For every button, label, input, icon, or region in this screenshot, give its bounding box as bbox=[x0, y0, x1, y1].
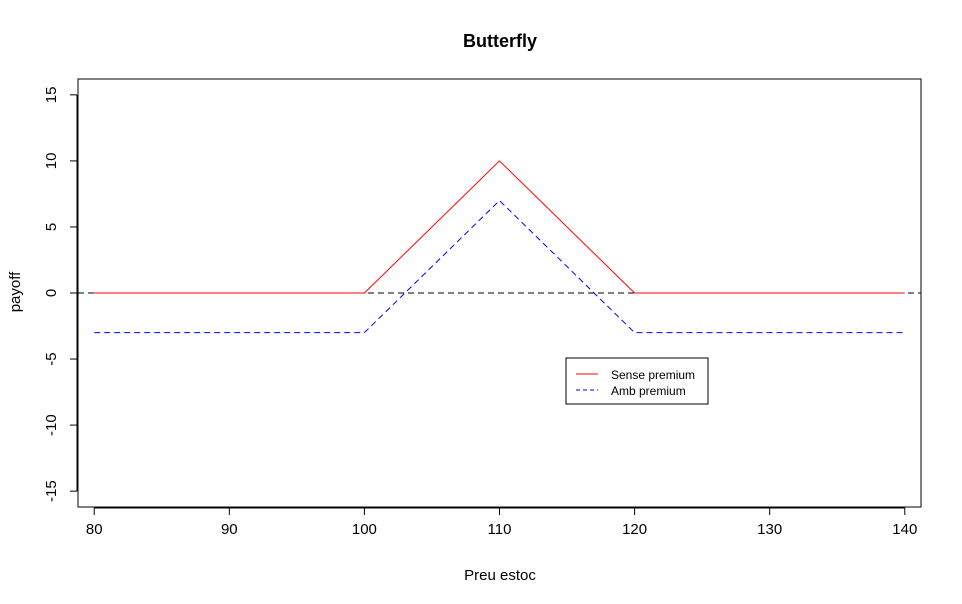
x-tick-label: 130 bbox=[757, 521, 782, 538]
series-line-0 bbox=[94, 160, 905, 294]
x-tick-label: 140 bbox=[892, 521, 917, 538]
chart-title: Butterfly bbox=[463, 31, 537, 51]
series-line-1 bbox=[94, 199, 905, 334]
x-tick-label: 90 bbox=[221, 521, 238, 538]
x-axis: 80 90 100 110 120 130 140 bbox=[86, 507, 917, 538]
legend-label-amb-premium: Amb premium bbox=[611, 384, 686, 398]
x-tick-label: 120 bbox=[622, 521, 647, 538]
x-tick-label: 80 bbox=[86, 521, 103, 538]
y-tick-label: 15 bbox=[43, 87, 60, 104]
legend: Sense premium Amb premium bbox=[565, 357, 709, 405]
y-tick-label: -5 bbox=[43, 352, 60, 365]
y-tick-label: -15 bbox=[43, 480, 60, 502]
y-axis-label: payoff bbox=[7, 271, 24, 312]
y-axis: -15 -10 -5 0 5 10 15 bbox=[43, 87, 78, 502]
y-tick-label: 0 bbox=[43, 289, 60, 297]
x-tick-label: 100 bbox=[352, 521, 377, 538]
y-tick-label: 10 bbox=[43, 153, 60, 170]
series-lines bbox=[94, 160, 905, 334]
x-tick-label: 110 bbox=[488, 521, 512, 538]
y-tick-label: 5 bbox=[43, 223, 60, 231]
y-tick-label: -10 bbox=[43, 414, 60, 436]
x-axis-label: Preu estoc bbox=[464, 567, 536, 584]
legend-label-sense-premium: Sense premium bbox=[611, 368, 695, 382]
legend-box bbox=[565, 357, 709, 405]
